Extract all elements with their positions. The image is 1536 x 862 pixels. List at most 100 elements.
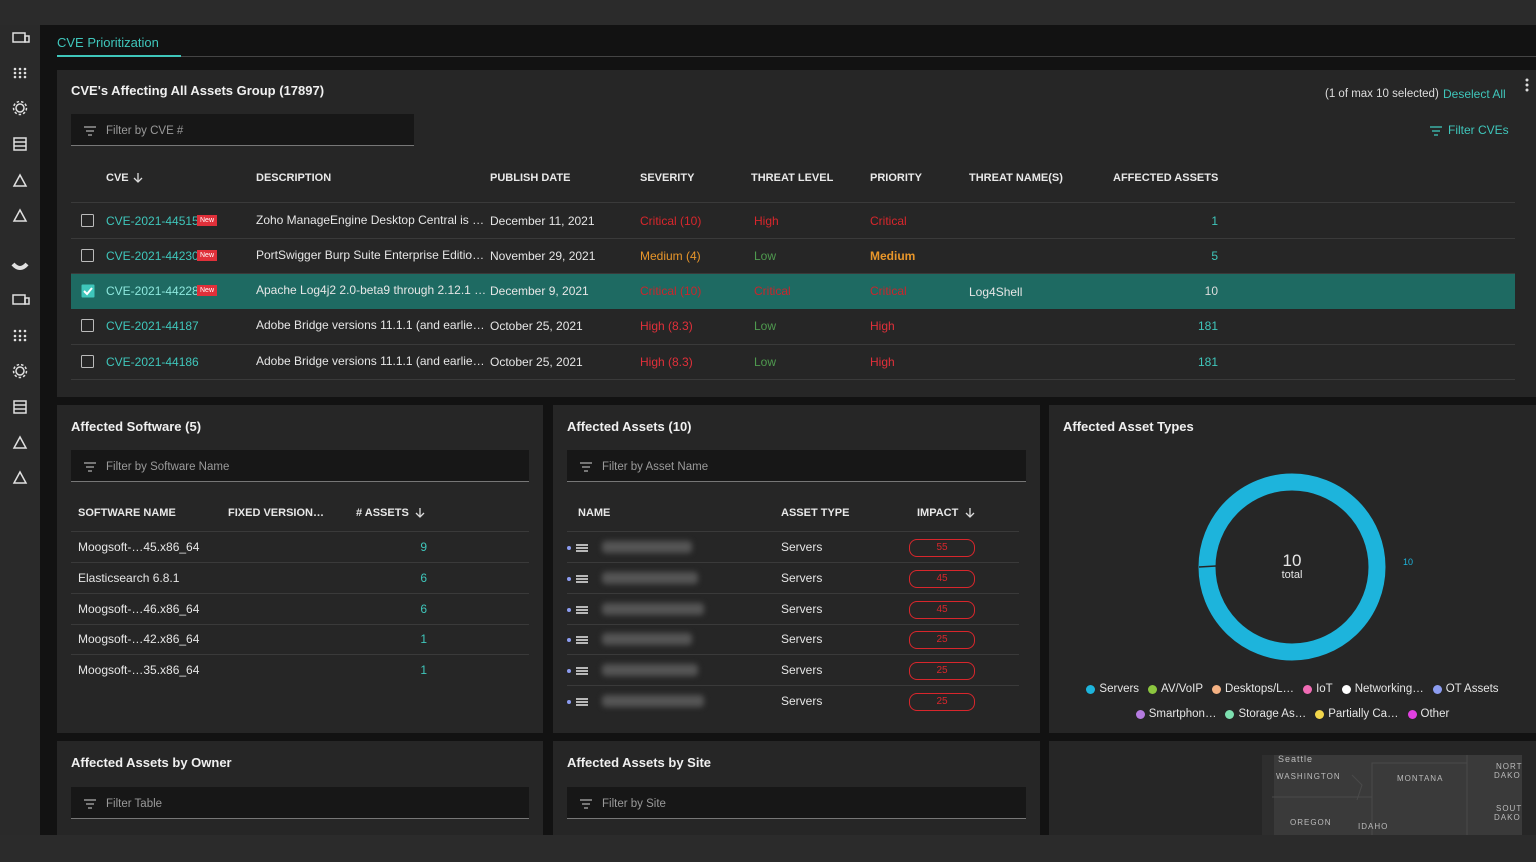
map-label: DAKO [1494, 771, 1521, 781]
row-rule [71, 344, 1515, 345]
legend-label: Servers [1099, 681, 1139, 697]
legend-item[interactable]: Servers [1086, 681, 1139, 697]
asset-count: 6 [380, 601, 427, 617]
row-rule [71, 654, 529, 655]
publish-date: October 25, 2021 [490, 318, 583, 334]
row-rule [71, 562, 529, 563]
priority: High [870, 318, 895, 334]
asset-type: Servers [781, 539, 822, 555]
blurred-name [602, 633, 692, 645]
checkbox[interactable] [81, 214, 95, 228]
map-label: IDAHO [1358, 822, 1388, 832]
sort-arrow [965, 507, 975, 519]
filter-icon-icon [84, 798, 97, 810]
blurred-name [602, 572, 698, 584]
row-rule [567, 654, 1019, 655]
map-label: WASHINGTON [1276, 772, 1341, 782]
software-name: Moogsoft-…35.x86_64 [78, 662, 199, 678]
center-label: total [1242, 567, 1342, 583]
column-header: IMPACT [917, 505, 958, 521]
column-header: SOFTWARE NAME [78, 505, 176, 521]
legend-label: Desktops/L… [1225, 681, 1294, 697]
legend-label: Partially Ca… [1328, 706, 1398, 722]
legend-dot [1086, 685, 1095, 694]
filter-cves-icon-icon [1430, 125, 1443, 137]
severity: Critical (10) [640, 283, 701, 299]
column-header: SEVERITY [640, 170, 694, 186]
filter-cves[interactable]: Filter CVEs [1448, 122, 1509, 138]
blurred-name [602, 695, 704, 707]
filter-placeholder: Filter Table [106, 796, 162, 812]
column-header: # ASSETS [356, 505, 409, 521]
filter-icon [580, 461, 593, 473]
sort-arrow-icon [415, 507, 425, 519]
publish-date: December 11, 2021 [490, 213, 595, 229]
legend-label: AV/VoIP [1161, 681, 1203, 697]
column-header: NAME [578, 505, 610, 521]
cve-id[interactable]: CVE-2021-44187 [106, 318, 199, 334]
panel-title: Affected Assets by Site [567, 755, 711, 771]
legend-dot [1303, 685, 1312, 694]
map-label: MONTANA [1397, 774, 1443, 784]
legend-dot [1212, 685, 1221, 694]
cve-id[interactable]: CVE-2021-44230 [106, 248, 199, 264]
legend-row: Smartphon… Storage As… Partially Ca… Other [1049, 706, 1536, 722]
legend-item[interactable]: Desktops/L… [1212, 681, 1294, 697]
asset-icon-icon [566, 605, 592, 615]
legend-dot [1148, 685, 1157, 694]
column-header: AFFECTED ASSETS [1113, 170, 1218, 186]
legend-item[interactable]: Smartphon… [1136, 706, 1217, 722]
publish-date: November 29, 2021 [490, 248, 595, 264]
legend-item[interactable]: Other [1408, 706, 1450, 722]
description: Zoho ManageEngine Desktop Central is … [256, 212, 484, 228]
cve-id[interactable]: CVE-2021-44515 [106, 213, 199, 229]
legend-item[interactable]: Storage As… [1225, 706, 1306, 722]
legend-dot [1408, 710, 1417, 719]
asset-icon-icon [566, 697, 592, 707]
legend-item[interactable]: Networking… [1342, 681, 1424, 697]
filter-placeholder: Filter by Site [602, 796, 666, 812]
affected-assets: 181 [1118, 354, 1218, 370]
asset-icon-icon [566, 666, 592, 676]
checkbox[interactable] [81, 249, 95, 263]
description: Adobe Bridge versions 11.1.1 (and earlie… [256, 353, 485, 369]
panel-title: Affected Assets by Owner [71, 755, 232, 771]
legend-item[interactable]: IoT [1303, 681, 1333, 697]
cve-id[interactable]: CVE-2021-44186 [106, 354, 199, 370]
panel-title: CVE's Affecting All Assets Group (17897) [71, 83, 324, 99]
filter-icon [84, 461, 97, 473]
checkbox-icon [81, 249, 95, 263]
asset-count: 9 [380, 539, 427, 555]
tab[interactable]: CVE Prioritization [57, 35, 159, 51]
legend-label: Networking… [1355, 681, 1424, 697]
legend-item[interactable]: Partially Ca… [1315, 706, 1398, 722]
deselect-all[interactable]: Deselect All [1443, 86, 1506, 102]
blurred-name [602, 603, 704, 615]
legend-item[interactable]: OT Assets [1433, 681, 1499, 697]
filter-placeholder: Filter by CVE # [106, 123, 183, 139]
filter-cves-icon [1430, 125, 1443, 137]
severity: High (8.3) [640, 318, 693, 334]
threat-level: Low [754, 354, 776, 370]
asset-icon-icon [566, 543, 592, 553]
cve-id[interactable]: CVE-2021-44228 [106, 283, 199, 299]
severity: Medium (4) [640, 248, 701, 264]
priority: Medium [870, 248, 915, 264]
software-name: Moogsoft-…46.x86_64 [78, 601, 199, 617]
threat-name: Log4Shell [969, 284, 1022, 300]
legend-item[interactable]: AV/VoIP [1148, 681, 1203, 697]
affected-assets: 10 [1118, 283, 1218, 299]
impact: 25 [909, 662, 975, 680]
impact: 55 [909, 539, 975, 557]
checkbox[interactable] [81, 319, 95, 333]
checkbox[interactable] [81, 284, 95, 298]
threat-level: Low [754, 318, 776, 334]
header-rule [71, 531, 529, 532]
severity: High (8.3) [640, 354, 693, 370]
map-label: DAKO [1494, 813, 1521, 823]
filter-icon-icon [580, 798, 593, 810]
filter-icon-icon [580, 461, 593, 473]
row-rule [71, 238, 1515, 239]
checkbox[interactable] [81, 355, 95, 369]
priority: Critical [870, 283, 907, 299]
